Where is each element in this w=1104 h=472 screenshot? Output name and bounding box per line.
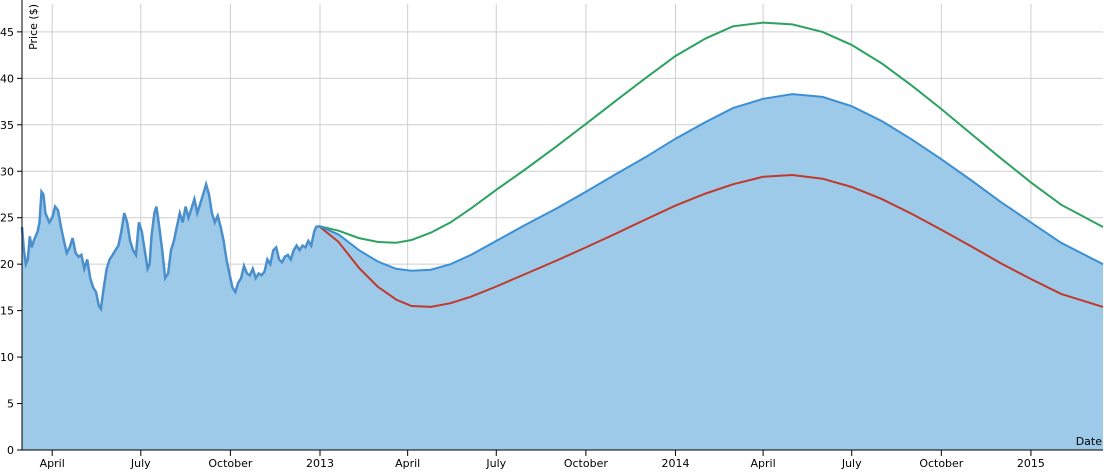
- y-tick-label: 5: [7, 398, 14, 411]
- x-tick-label: 2013: [306, 457, 334, 470]
- price-area: [22, 94, 1103, 450]
- axes: [21, 0, 1103, 451]
- y-tick-label: 20: [0, 258, 14, 271]
- forecast-mean-line: [318, 93, 1104, 272]
- y-tick-label: 10: [0, 351, 14, 364]
- x-tick-label: October: [208, 457, 252, 470]
- x-tick-label: October: [564, 457, 608, 470]
- y-tick-label: 40: [0, 72, 14, 85]
- x-axis-title: Date: [1076, 435, 1103, 448]
- y-tick-label: 30: [0, 165, 14, 178]
- x-tick-label: 2014: [661, 457, 689, 470]
- y-tick-label: 25: [0, 212, 14, 225]
- x-tick-label: July: [841, 457, 862, 470]
- y-tick-label: 0: [7, 444, 14, 457]
- y-tick-label: 15: [0, 305, 14, 318]
- historical-price-line: [20, 179, 320, 313]
- x-tick-label: July: [130, 457, 151, 470]
- series-lines: [20, 21, 1104, 313]
- x-tick-label: April: [40, 457, 65, 470]
- forecast-low-line: [318, 173, 1104, 308]
- x-tick-label: April: [395, 457, 420, 470]
- forecast-high-line: [318, 21, 1104, 244]
- x-tick-label: April: [751, 457, 776, 470]
- y-ticks: 0 5 10 15 20 25 30 35 40 45: [0, 26, 22, 457]
- x-ticks: April July October 2013 April July October 2014…: [40, 450, 1045, 470]
- y-axis-title: Price ($): [27, 4, 40, 50]
- y-tick-label: 45: [0, 26, 14, 39]
- y-tick-label: 35: [0, 119, 14, 132]
- area-layer: [22, 94, 1103, 450]
- x-tick-label: 2015: [1017, 457, 1045, 470]
- x-tick-label: October: [919, 457, 963, 470]
- x-tick-label: July: [485, 457, 506, 470]
